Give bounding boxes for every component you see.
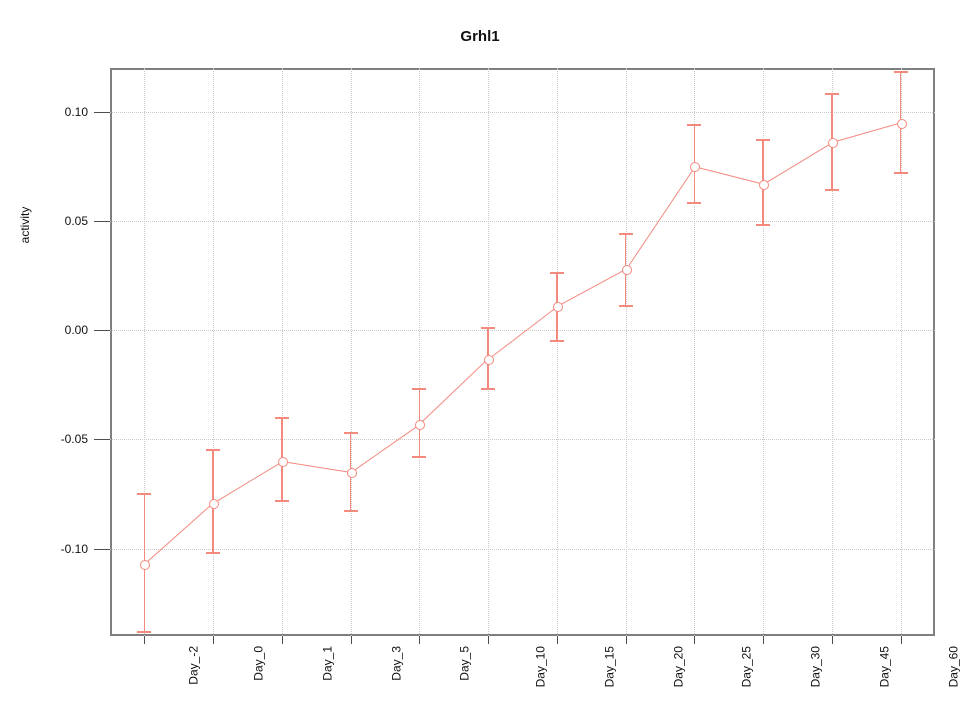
data-point-day_0[interactable] xyxy=(209,499,219,509)
x-axis-tick-label-day_-2: Day_-2 xyxy=(187,646,201,685)
x-axis-tick xyxy=(763,636,764,644)
error-cap-bottom-day_15 xyxy=(550,340,564,342)
x-axis-tick xyxy=(832,636,833,644)
error-cap-bottom-day_10 xyxy=(481,388,495,390)
x-axis-tick xyxy=(901,636,902,644)
gridline-vertical xyxy=(282,68,283,636)
y-axis-tick xyxy=(94,112,110,113)
x-axis-tick-label-day_10: Day_10 xyxy=(534,646,548,687)
y-axis-tick-label: 0.05 xyxy=(38,214,88,228)
error-cap-bottom-day_3 xyxy=(344,510,358,512)
y-axis-tick-label: -0.10 xyxy=(38,542,88,556)
error-cap-top-day_30 xyxy=(756,139,770,141)
y-axis-tick xyxy=(94,221,110,222)
gridline-vertical xyxy=(626,68,627,636)
x-axis-tick-label-day_45: Day_45 xyxy=(877,646,891,687)
error-cap-bottom-day_25 xyxy=(687,202,701,204)
x-axis-tick-label-day_30: Day_30 xyxy=(809,646,823,687)
error-cap-top-day_10 xyxy=(481,327,495,329)
x-axis-tick xyxy=(488,636,489,644)
data-point-day_10[interactable] xyxy=(484,355,494,365)
x-axis-tick xyxy=(694,636,695,644)
error-cap-top-day_60 xyxy=(894,71,908,73)
x-axis-tick-label-day_15: Day_15 xyxy=(602,646,616,687)
error-cap-top-day_15 xyxy=(550,272,564,274)
error-cap-bottom-day_1 xyxy=(275,500,289,502)
x-axis-tick xyxy=(557,636,558,644)
gridline-vertical xyxy=(419,68,420,636)
y-axis-tick xyxy=(94,330,110,331)
error-cap-bottom-day_60 xyxy=(894,172,908,174)
x-axis-tick xyxy=(144,636,145,644)
x-axis-tick-label-day_20: Day_20 xyxy=(671,646,685,687)
gridline-vertical xyxy=(557,68,558,636)
error-cap-top-day_25 xyxy=(687,124,701,126)
plot-area xyxy=(110,68,935,636)
error-cap-top-day_-2 xyxy=(137,493,151,495)
x-axis-tick-label-day_1: Day_1 xyxy=(321,646,335,681)
error-cap-bottom-day_20 xyxy=(619,305,633,307)
x-axis-tick xyxy=(282,636,283,644)
x-axis-tick-label-day_25: Day_25 xyxy=(740,646,754,687)
y-axis-tick-label: 0.00 xyxy=(38,323,88,337)
y-axis-tick xyxy=(94,439,110,440)
x-axis-tick xyxy=(213,636,214,644)
error-cap-top-day_5 xyxy=(412,388,426,390)
error-cap-bottom-day_30 xyxy=(756,224,770,226)
error-cap-bottom-day_-2 xyxy=(137,631,151,633)
error-cap-top-day_1 xyxy=(275,417,289,419)
error-cap-bottom-day_0 xyxy=(206,552,220,554)
x-axis-tick xyxy=(626,636,627,644)
y-axis-label: activity xyxy=(18,150,32,300)
x-axis-tick-label-day_5: Day_5 xyxy=(458,646,472,681)
x-axis-tick xyxy=(419,636,420,644)
error-cap-bottom-day_5 xyxy=(412,456,426,458)
gridline-horizontal xyxy=(110,439,935,440)
x-axis-tick-label-day_3: Day_3 xyxy=(389,646,403,681)
data-point-day_60[interactable] xyxy=(897,119,907,129)
data-point-day_20[interactable] xyxy=(622,265,632,275)
data-point-day_30[interactable] xyxy=(759,180,769,190)
y-axis-tick-label: -0.05 xyxy=(38,432,88,446)
y-axis-tick-label: 0.10 xyxy=(38,105,88,119)
gridline-vertical xyxy=(351,68,352,636)
chart-title: Grhl1 xyxy=(0,28,960,45)
x-axis-tick-label-day_0: Day_0 xyxy=(252,646,266,681)
error-cap-top-day_3 xyxy=(344,432,358,434)
error-cap-bottom-day_45 xyxy=(825,189,839,191)
error-cap-top-day_0 xyxy=(206,449,220,451)
gridline-horizontal xyxy=(110,221,935,222)
x-axis-tick-label-day_60: Day_60 xyxy=(946,646,960,687)
y-axis-tick xyxy=(94,549,110,550)
data-point-day_15[interactable] xyxy=(553,302,563,312)
error-cap-top-day_20 xyxy=(619,233,633,235)
gridline-horizontal xyxy=(110,112,935,113)
gridline-horizontal xyxy=(110,549,935,550)
x-axis-tick xyxy=(351,636,352,644)
data-point-day_3[interactable] xyxy=(347,468,357,478)
error-cap-top-day_45 xyxy=(825,93,839,95)
chart-container: Grhl1 activity 0.10 0.05 0.00 -0.05 -0.10 Day… xyxy=(0,0,960,720)
